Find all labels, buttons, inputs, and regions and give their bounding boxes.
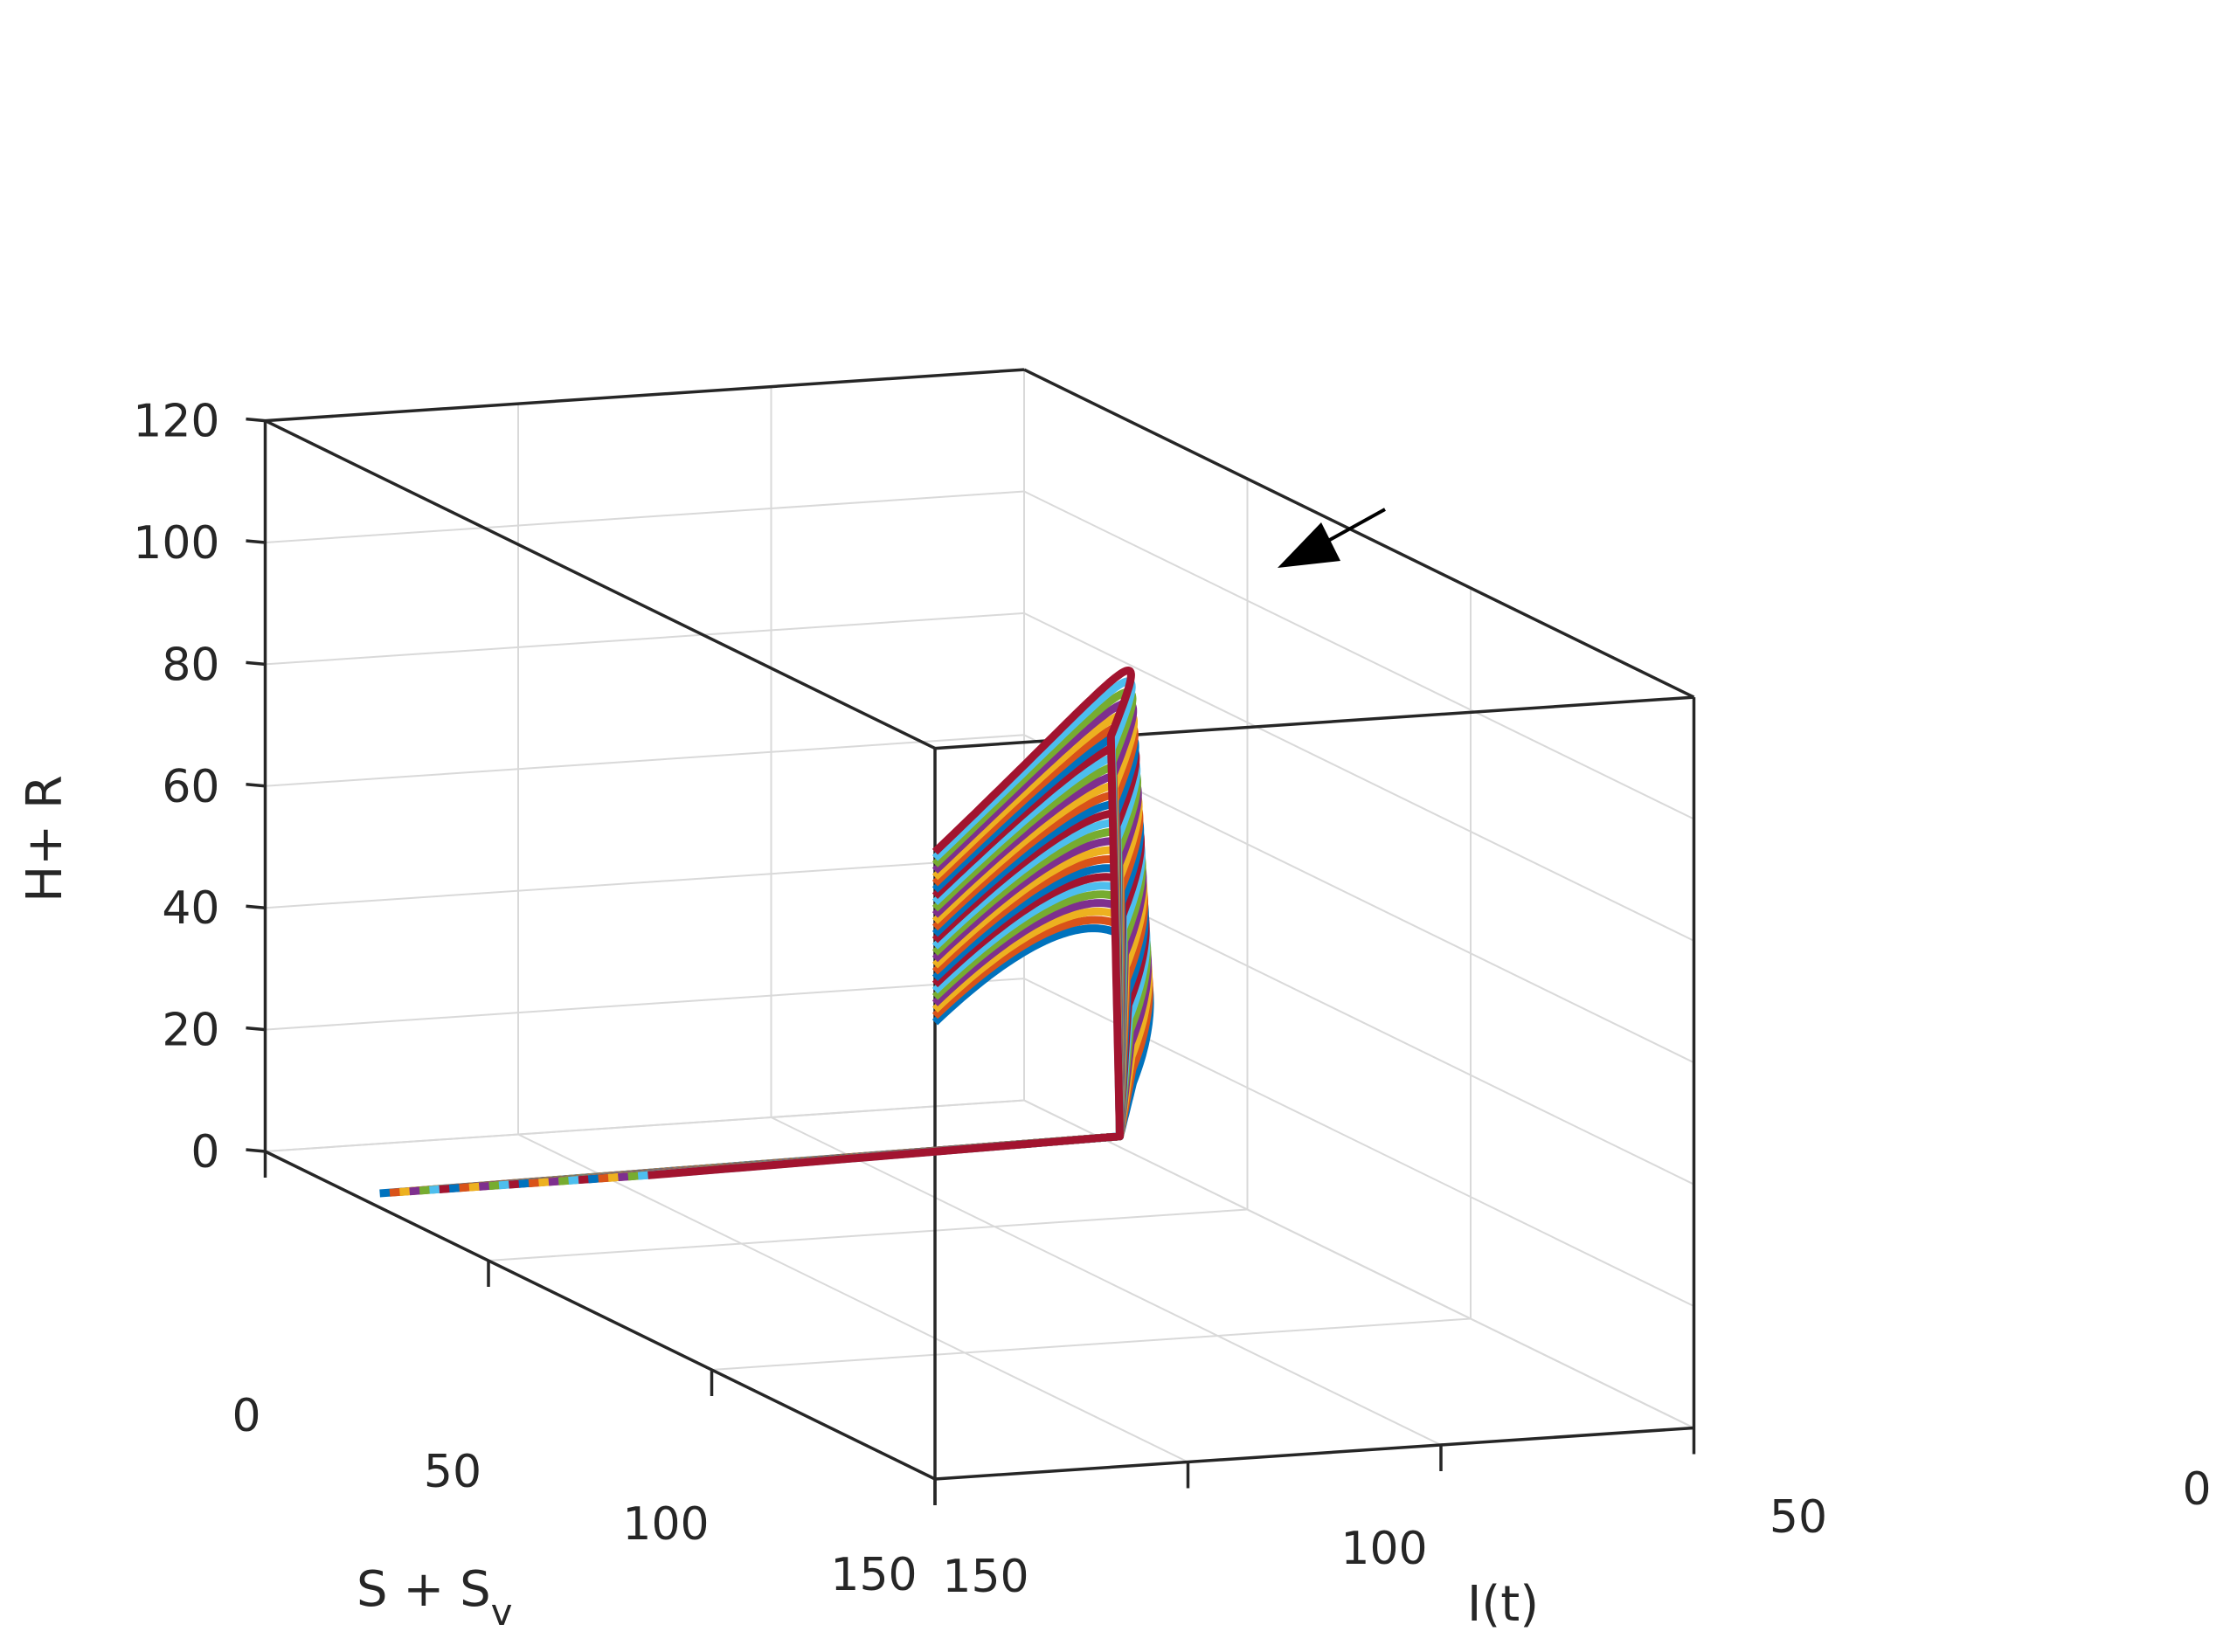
z-tick-label: 100 xyxy=(133,517,219,570)
z-tick-label: 80 xyxy=(162,639,219,691)
box-edge xyxy=(1023,368,1695,699)
x-tick-label: 50 xyxy=(424,1446,481,1498)
y-tick-label: 0 xyxy=(2182,1463,2211,1516)
grid-line xyxy=(265,855,1025,909)
series-line xyxy=(389,916,1153,1197)
x-axis-label: S + Sv xyxy=(357,1561,512,1634)
grid-line xyxy=(265,1099,1025,1152)
box-edge xyxy=(264,1150,936,1481)
series-group xyxy=(379,667,1154,1198)
grid-line xyxy=(265,978,1025,1031)
z-tick xyxy=(246,417,266,423)
grid-line xyxy=(1023,490,1694,820)
z-tick xyxy=(246,1148,266,1153)
box-edge xyxy=(265,368,1025,423)
series-line xyxy=(648,667,1135,1179)
series-line xyxy=(399,907,1153,1196)
z-tick-label: 20 xyxy=(162,1005,219,1057)
y-tick-label: 100 xyxy=(1340,1523,1427,1575)
x-tick-label: 150 xyxy=(830,1549,917,1601)
x-axis-label-sub: v xyxy=(491,1591,513,1634)
x-tick-label: 100 xyxy=(622,1498,709,1551)
y-tick-label: 50 xyxy=(1770,1491,1827,1544)
z-tick-label: 0 xyxy=(190,1126,219,1179)
annotation-arrow xyxy=(1278,508,1386,568)
tick-labels: 0 20 40 60 80 100 120 0 50 100 150 150 100 50 0 xyxy=(133,396,2211,1603)
grid-line xyxy=(265,490,1025,543)
z-axis-label: H+ R xyxy=(17,775,73,902)
series-line xyxy=(379,924,1154,1198)
grid-line xyxy=(265,612,1025,666)
z-tick xyxy=(246,1026,266,1032)
y-axis-label: I(t) xyxy=(1467,1576,1539,1633)
z-tick-label: 120 xyxy=(133,396,219,448)
grid-line xyxy=(711,1317,1472,1371)
grid-line xyxy=(265,734,1025,787)
grid-line xyxy=(771,1116,1442,1446)
grid-line xyxy=(517,1133,1188,1463)
x-tick-label: 0 xyxy=(232,1390,260,1442)
z-tick xyxy=(246,783,266,788)
z-tick xyxy=(246,660,266,667)
x-axis-label-main: S + S xyxy=(357,1561,491,1618)
grid-line xyxy=(488,1208,1248,1261)
box-edge xyxy=(264,419,936,750)
z-tick xyxy=(246,539,266,544)
annotation-arrow-head xyxy=(1278,522,1340,568)
z-tick xyxy=(246,904,266,909)
y-tick-label: 150 xyxy=(942,1551,1028,1603)
z-tick-label: 60 xyxy=(162,761,219,813)
box-edge xyxy=(934,1426,1694,1481)
tick-marks xyxy=(246,417,1696,1505)
z-tick-label: 40 xyxy=(162,882,219,935)
grid-line xyxy=(1023,1099,1694,1429)
grid-line xyxy=(1023,612,1694,942)
